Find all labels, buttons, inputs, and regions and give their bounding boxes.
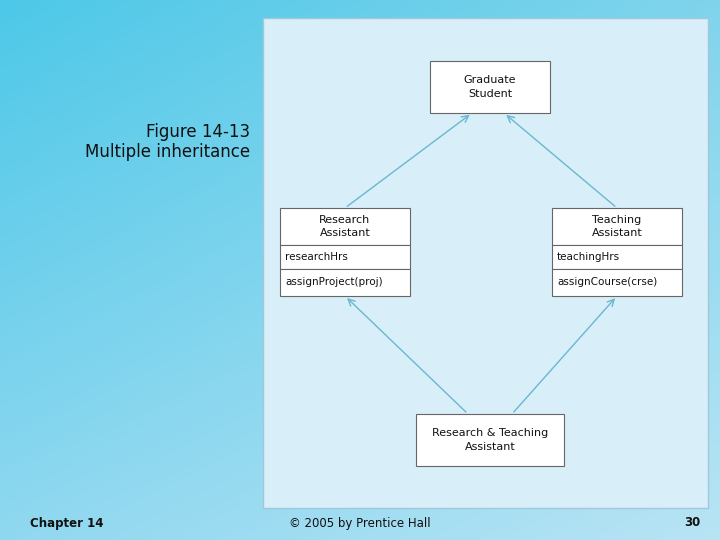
Bar (280, 269, 410, 296)
Text: Research & Teaching
Assistant: Research & Teaching Assistant (432, 428, 548, 451)
Bar (280, 245, 410, 269)
Bar (552, 208, 682, 245)
Text: Graduate
Student: Graduate Student (464, 76, 516, 99)
Text: researchHrs: researchHrs (285, 252, 348, 262)
Bar (552, 245, 682, 269)
Bar (430, 61, 550, 113)
Bar (416, 414, 564, 466)
Text: Figure 14-13: Figure 14-13 (146, 123, 250, 141)
Text: Multiple inheritance: Multiple inheritance (85, 143, 250, 161)
Bar (263, 18, 708, 508)
Text: teachingHrs: teachingHrs (557, 252, 620, 262)
Text: © 2005 by Prentice Hall: © 2005 by Prentice Hall (289, 516, 431, 530)
Text: assignProject(proj): assignProject(proj) (285, 278, 382, 287)
Bar (552, 269, 682, 296)
Text: Research
Assistant: Research Assistant (320, 215, 371, 238)
Text: Chapter 14: Chapter 14 (30, 516, 104, 530)
Bar (280, 208, 410, 245)
Text: assignCourse(crse): assignCourse(crse) (557, 278, 657, 287)
Text: 30: 30 (684, 516, 700, 530)
Text: Teaching
Assistant: Teaching Assistant (592, 215, 642, 238)
